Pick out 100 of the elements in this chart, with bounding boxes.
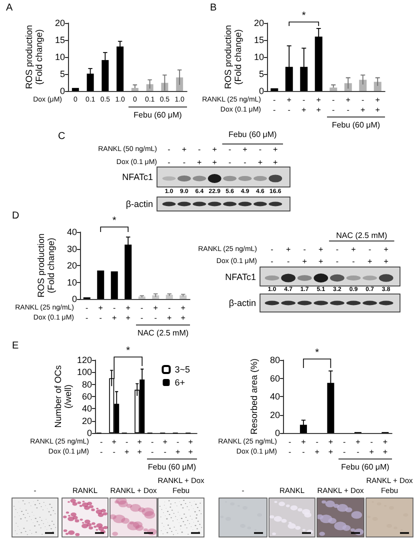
y-tick-label: 10 xyxy=(254,52,264,62)
y-tick-label: 0 xyxy=(258,86,264,96)
x-tick-label: - + xyxy=(369,438,374,456)
category-label: + - xyxy=(286,244,291,268)
y-tick-label: 20 xyxy=(54,18,65,28)
x-tick-label: - - xyxy=(342,438,346,456)
x-tick-label: + - xyxy=(162,438,168,456)
y-tick-label: 40 xyxy=(66,227,77,237)
bar xyxy=(359,80,367,91)
y-tick-label: 5 xyxy=(258,69,264,79)
y-tick-label: 0 xyxy=(60,86,65,96)
y-axis-title: ROS production (Fold change) xyxy=(36,233,56,298)
y-tick-label: 30 xyxy=(66,244,77,254)
chart-title: D xyxy=(12,210,20,222)
category-label: - - xyxy=(168,144,170,168)
bar xyxy=(330,88,338,91)
y-tick-label: 10 xyxy=(54,52,65,62)
y-tick-label: 60 xyxy=(270,373,280,384)
y-tick-label: 15 xyxy=(254,35,264,45)
y-tick-label: 5 xyxy=(60,69,65,79)
y-tick-label: 60 xyxy=(82,392,92,402)
category-label: - - xyxy=(336,244,339,268)
x-tick-label: + + xyxy=(180,304,186,322)
category-label: - - xyxy=(270,244,274,268)
bar xyxy=(344,83,352,91)
category-label: - + xyxy=(367,244,372,268)
text: NAC (2.5 mM) xyxy=(336,231,388,241)
y-tick-label: 40 xyxy=(82,404,92,414)
x-tick-label: + - xyxy=(356,438,361,456)
category-label: - + xyxy=(258,144,263,168)
y-tick-label: 0 xyxy=(274,428,280,438)
x-tick-label: + + xyxy=(137,438,142,456)
bar xyxy=(131,88,138,91)
x-tick-label: + + xyxy=(126,304,131,322)
text: C xyxy=(58,131,66,143)
x-tick-label: + + xyxy=(382,438,388,456)
x-tick-label: + + xyxy=(328,438,334,456)
category-label: + - xyxy=(242,144,248,168)
text: * xyxy=(315,348,320,358)
y-tick-label: 120 xyxy=(76,355,92,365)
y-axis-title: Resorbed area (%) xyxy=(249,358,260,435)
text: NFATc1 xyxy=(225,270,256,282)
x-tick-label: + - xyxy=(98,304,104,322)
text: β-actin xyxy=(126,198,153,210)
text: Febu (60 μM) xyxy=(228,130,277,140)
y-tick-label: 80 xyxy=(270,355,280,365)
category-label: - + xyxy=(197,144,202,168)
x-tick-label: - + xyxy=(167,304,172,322)
text: NAC (2.5 mM) xyxy=(137,328,189,338)
x-tick-label: + + xyxy=(375,96,380,114)
category-label: + - xyxy=(182,144,187,168)
bar xyxy=(176,77,184,91)
category-label: + + xyxy=(212,144,217,168)
y-tick-label: 0 xyxy=(72,294,77,304)
x-tick-label: - + xyxy=(314,438,320,456)
x-tick-label: - + xyxy=(176,438,181,456)
x-tick-label: + + xyxy=(188,438,194,456)
y-axis-title: ROS production (Fold change) xyxy=(24,24,44,90)
x-tick-label: - + xyxy=(124,438,130,456)
x-tick-label: + - xyxy=(346,96,351,114)
text: β-actin xyxy=(228,297,256,309)
chart-title: E xyxy=(12,340,19,352)
text: NFATc1 xyxy=(122,171,153,183)
chart-title: B xyxy=(210,2,217,14)
category-label: + + xyxy=(273,144,278,168)
y-axis-title: ROS production (Fold change) xyxy=(223,24,244,90)
bar xyxy=(146,84,154,91)
x-tick-label: - - xyxy=(273,96,276,114)
y-tick-label: 0 xyxy=(86,428,92,438)
x-tick-label: - - xyxy=(288,438,292,456)
text: * xyxy=(126,346,130,356)
y-tick-label: 15 xyxy=(54,35,65,45)
chart-title: A xyxy=(6,2,13,14)
x-tick-label: - + xyxy=(302,96,307,114)
x-tick-label: - - xyxy=(332,96,336,114)
y-tick-label: 20 xyxy=(82,416,92,426)
legend-label: 6+ xyxy=(174,378,185,388)
x-tick-label: + - xyxy=(301,438,306,456)
y-tick-label: 40 xyxy=(270,392,280,402)
category-label: - - xyxy=(228,144,232,168)
y-tick-label: 20 xyxy=(254,18,264,28)
x-tick-label: - + xyxy=(360,96,366,114)
category-label: + + xyxy=(318,244,324,268)
y-axis-title: Number of OCs (/well) xyxy=(53,364,74,428)
x-tick-label: - + xyxy=(112,304,118,322)
legend-label: 3~5 xyxy=(174,364,190,374)
text: Febu (60 μM) xyxy=(148,462,196,472)
x-tick-label: - - xyxy=(86,304,89,322)
y-tick-label: 20 xyxy=(270,410,280,420)
text: Febu (60 μM) xyxy=(134,110,182,120)
x-tick-label: + + xyxy=(316,96,322,114)
bar xyxy=(374,82,382,91)
x-tick-label: - - xyxy=(140,304,144,322)
category-label: + + xyxy=(384,244,388,268)
text: Febu (60 μM) xyxy=(332,120,380,130)
text: * xyxy=(302,10,306,22)
category-label: + - xyxy=(351,244,356,268)
bar xyxy=(166,294,173,299)
text: * xyxy=(112,216,116,226)
x-tick-label: + - xyxy=(286,96,292,114)
